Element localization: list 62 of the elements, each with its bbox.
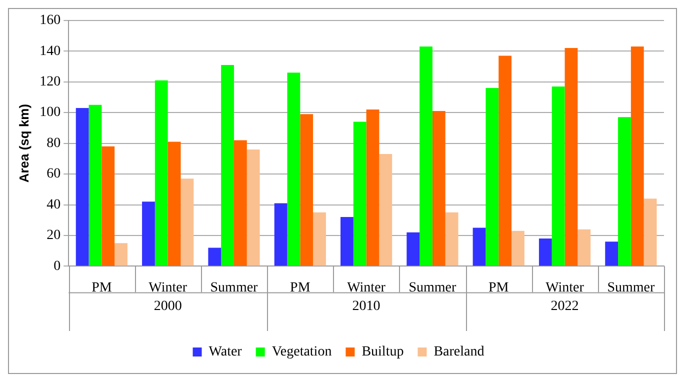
legend-label: Vegetation — [272, 344, 332, 360]
bar — [154, 80, 168, 266]
x-tick-label: PM — [290, 280, 311, 296]
bar — [630, 46, 644, 266]
bar — [300, 114, 314, 266]
bar — [274, 203, 288, 266]
bar — [472, 228, 486, 266]
y-tick-label: 60 — [46, 166, 61, 182]
bar — [445, 212, 458, 266]
bar — [353, 122, 366, 266]
bar — [180, 178, 194, 266]
bar — [379, 154, 392, 266]
y-tick-label: 20 — [46, 228, 61, 244]
bar — [168, 142, 181, 266]
bar — [644, 198, 657, 266]
legend-label: Water — [208, 344, 242, 360]
bar — [114, 243, 128, 266]
bar — [208, 248, 222, 266]
bar — [564, 48, 578, 266]
x-tick-label: Summer — [210, 280, 258, 296]
x-tick-label: Summer — [408, 280, 457, 296]
bar — [234, 140, 247, 266]
bar — [552, 86, 565, 266]
bar — [142, 202, 155, 266]
bar — [246, 149, 260, 266]
bar — [340, 217, 354, 266]
bar — [605, 242, 618, 266]
x-tick-label: Winter — [546, 280, 584, 296]
bar — [102, 146, 115, 266]
bar — [498, 56, 512, 266]
bar — [366, 110, 380, 266]
x-tick-label: Summer — [607, 280, 655, 296]
bar — [88, 104, 102, 266]
bar — [486, 88, 499, 266]
y-axis-title: Area (sq km) — [16, 104, 32, 183]
bar — [221, 64, 234, 266]
bar — [287, 72, 300, 266]
x-tick-label: Winter — [347, 280, 386, 296]
bar — [578, 229, 591, 266]
bar — [538, 238, 552, 266]
y-tick-label: 140 — [40, 44, 61, 59]
bar — [618, 117, 631, 266]
bar — [313, 212, 326, 266]
text: 2000 — [154, 298, 182, 314]
y-tick-label: 100 — [40, 105, 61, 120]
text: 2022 — [550, 298, 579, 314]
y-tick-label: 80 — [46, 136, 61, 151]
legend-label: Builtup — [362, 344, 404, 360]
bar — [512, 230, 524, 266]
bar — [406, 232, 420, 266]
y-tick-label: 160 — [40, 13, 61, 28]
text: 2010 — [352, 298, 380, 314]
bar — [76, 108, 89, 266]
x-tick-label: PM — [488, 280, 510, 296]
bar — [432, 111, 446, 266]
x-tick-label: PM — [92, 280, 112, 296]
legend-label: Bareland — [434, 344, 484, 360]
y-tick-label: 0 — [54, 258, 61, 274]
y-tick-label: 120 — [40, 74, 61, 90]
y-tick-label: 40 — [46, 197, 61, 212]
x-tick-label: Winter — [148, 280, 188, 296]
bar — [420, 46, 432, 266]
